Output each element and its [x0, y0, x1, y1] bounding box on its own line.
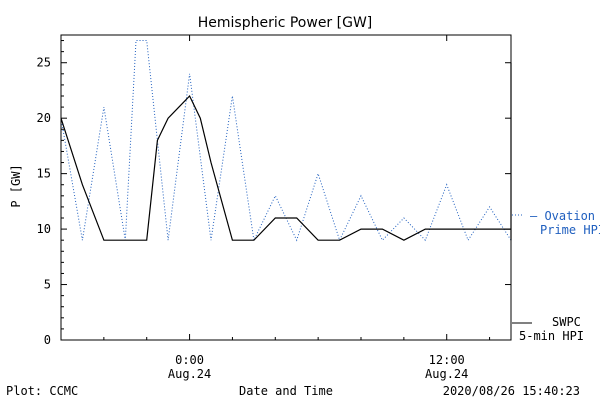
- chart-title: Hemispheric Power [GW]: [198, 15, 373, 31]
- y-tick-label: 25: [37, 56, 51, 70]
- footer-credit: Plot: CCMC: [6, 384, 78, 398]
- legend-ovation-line2: Prime HPI: [540, 223, 600, 237]
- y-tick-label: 0: [44, 333, 51, 347]
- y-tick-label: 15: [37, 167, 51, 181]
- footer-timestamp: 2020/08/26 15:40:23: [443, 384, 580, 398]
- series-layer: [60, 40, 512, 242]
- legend-swpc: SWPC 5-min HPI: [512, 315, 584, 343]
- y-tick-label: 10: [37, 222, 51, 236]
- y-axis-label: P [GW]: [9, 164, 23, 207]
- x-tick-date: Aug.24: [168, 367, 211, 381]
- plot-frame: [60, 34, 512, 341]
- x-axis-ticks: 0:00Aug.2412:00Aug.240:00Aug.2512:00Aug.…: [60, 35, 491, 381]
- y-axis-ticks: 0 5 10 15 20 25: [37, 40, 511, 347]
- x-axis-label: Date and Time: [239, 384, 333, 398]
- legend-ovation-line1: — Ovation: [530, 209, 595, 223]
- series-line-ovation-prime-hpi: [60, 40, 512, 242]
- x-tick-time: 0:00: [175, 353, 204, 367]
- legend-swpc-line2: 5-min HPI: [519, 329, 584, 343]
- x-tick-date: Aug.24: [425, 367, 468, 381]
- legend-swpc-line1: SWPC: [552, 315, 581, 329]
- x-tick-time: 12:00: [429, 353, 465, 367]
- series-line-swpc-5min-hpi: [60, 62, 512, 241]
- y-tick-label: 20: [37, 111, 51, 125]
- legend-ovation: — Ovation Prime HPI: [512, 209, 600, 237]
- y-tick-label: 5: [44, 278, 51, 292]
